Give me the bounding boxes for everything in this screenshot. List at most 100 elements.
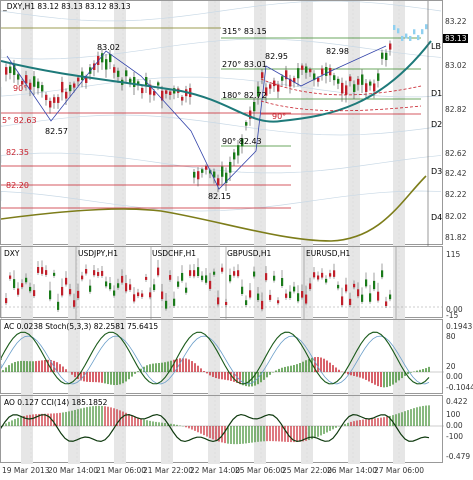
candle-body bbox=[181, 96, 184, 101]
peak-label: 82.98 bbox=[326, 47, 349, 56]
candle-body bbox=[109, 283, 112, 290]
candle-body bbox=[45, 94, 48, 101]
candle-body bbox=[137, 292, 140, 297]
candle-body bbox=[93, 63, 96, 70]
projection-candle bbox=[409, 35, 412, 41]
envelope-curve bbox=[1, 190, 442, 212]
candle-body bbox=[181, 272, 184, 281]
ac-axis-tick: -0.1044 bbox=[446, 383, 473, 392]
candle-body bbox=[61, 286, 64, 296]
candle-body bbox=[157, 267, 160, 276]
price-chart[interactable] bbox=[1, 1, 444, 246]
candle-body bbox=[77, 290, 80, 299]
candle-body bbox=[93, 270, 96, 276]
level-label: 82.20 bbox=[6, 181, 29, 190]
candle-body bbox=[49, 100, 52, 108]
candle-body bbox=[273, 80, 276, 87]
projection-candle bbox=[401, 35, 404, 41]
candle-body bbox=[37, 267, 40, 273]
candle-body bbox=[269, 294, 272, 300]
candle-body bbox=[57, 97, 60, 103]
candle-body bbox=[173, 298, 176, 306]
current-price-label: 83.13 bbox=[443, 34, 469, 43]
projection-candle bbox=[413, 29, 416, 35]
time-tick: 25 Mar 06:00 bbox=[235, 466, 286, 475]
candle-body bbox=[101, 53, 104, 63]
candle-body bbox=[105, 59, 108, 70]
candle-body bbox=[193, 270, 196, 277]
candle-body bbox=[277, 300, 280, 304]
candle-body bbox=[329, 273, 332, 277]
ratios-chart[interactable] bbox=[1, 247, 444, 319]
peak-label: 82.95 bbox=[265, 52, 288, 61]
candle-body bbox=[5, 298, 8, 304]
ao-cci-chart[interactable] bbox=[1, 396, 444, 464]
price-tick: 81.82 bbox=[445, 233, 467, 242]
candle-body bbox=[69, 289, 72, 295]
candle-body bbox=[217, 178, 220, 186]
candle-body bbox=[233, 152, 236, 160]
candle-body bbox=[205, 275, 208, 283]
session-band bbox=[21, 396, 33, 464]
candle-body bbox=[17, 288, 20, 295]
candle-body bbox=[317, 275, 320, 280]
ac-axis-tick: 80 bbox=[446, 332, 456, 341]
candle-body bbox=[145, 276, 148, 280]
candle-body bbox=[349, 298, 352, 306]
candle-body bbox=[381, 270, 384, 278]
candle-body bbox=[321, 272, 324, 278]
candle-body bbox=[73, 300, 76, 307]
candle-body bbox=[237, 145, 240, 156]
candle-body bbox=[349, 76, 352, 82]
candle-body bbox=[321, 68, 324, 75]
level-label: 270° 83.01 bbox=[222, 60, 267, 69]
candle-body bbox=[313, 73, 316, 81]
candle-body bbox=[233, 271, 236, 276]
ac-axis-tick: 20 bbox=[446, 362, 456, 371]
main-chart-pane[interactable] bbox=[0, 0, 444, 246]
moving-average-teal bbox=[1, 40, 432, 123]
side-label-d1: D1 bbox=[431, 89, 443, 98]
candle-body bbox=[353, 84, 356, 92]
candle-body bbox=[101, 270, 104, 276]
candle-body bbox=[21, 283, 24, 288]
candle-body bbox=[369, 293, 372, 302]
candle-body bbox=[241, 286, 244, 294]
ao-axis-tick: -100 bbox=[446, 432, 464, 441]
candle-body bbox=[281, 76, 284, 81]
candle-body bbox=[65, 277, 68, 285]
candle-body bbox=[385, 301, 388, 307]
candle-body bbox=[261, 72, 264, 79]
projection-candle bbox=[393, 24, 396, 30]
candle-body bbox=[141, 293, 144, 297]
session-band bbox=[348, 320, 360, 395]
candle-body bbox=[29, 286, 32, 292]
ratios-pane[interactable] bbox=[0, 246, 444, 319]
candle-body bbox=[149, 292, 152, 298]
candle-body bbox=[309, 69, 312, 73]
candle-body bbox=[9, 66, 12, 74]
ac-stoch-pane[interactable] bbox=[0, 319, 444, 395]
candle-body bbox=[53, 97, 56, 103]
ao-cci-pane[interactable] bbox=[0, 395, 444, 464]
time-tick: 21 Mar 22:00 bbox=[143, 466, 194, 475]
session-band bbox=[348, 396, 360, 464]
price-tick: 82.22 bbox=[445, 190, 467, 199]
candle-body bbox=[165, 90, 168, 94]
ac-stoch-chart[interactable] bbox=[1, 320, 444, 395]
candle-body bbox=[133, 76, 136, 87]
candle-body bbox=[117, 283, 120, 288]
candle-body bbox=[293, 77, 296, 83]
stoch-main-line bbox=[1, 331, 430, 385]
candle-body bbox=[69, 84, 72, 92]
candle-body bbox=[33, 290, 36, 297]
peak-label: 82.57 bbox=[45, 127, 68, 136]
moving-average-olive bbox=[1, 175, 427, 242]
candle-body bbox=[353, 283, 356, 288]
candle-body bbox=[117, 70, 120, 77]
candle-body bbox=[333, 75, 336, 81]
candle-body bbox=[5, 67, 8, 75]
candle-body bbox=[29, 82, 32, 90]
candle-body bbox=[361, 74, 364, 85]
candle-body bbox=[253, 271, 256, 277]
